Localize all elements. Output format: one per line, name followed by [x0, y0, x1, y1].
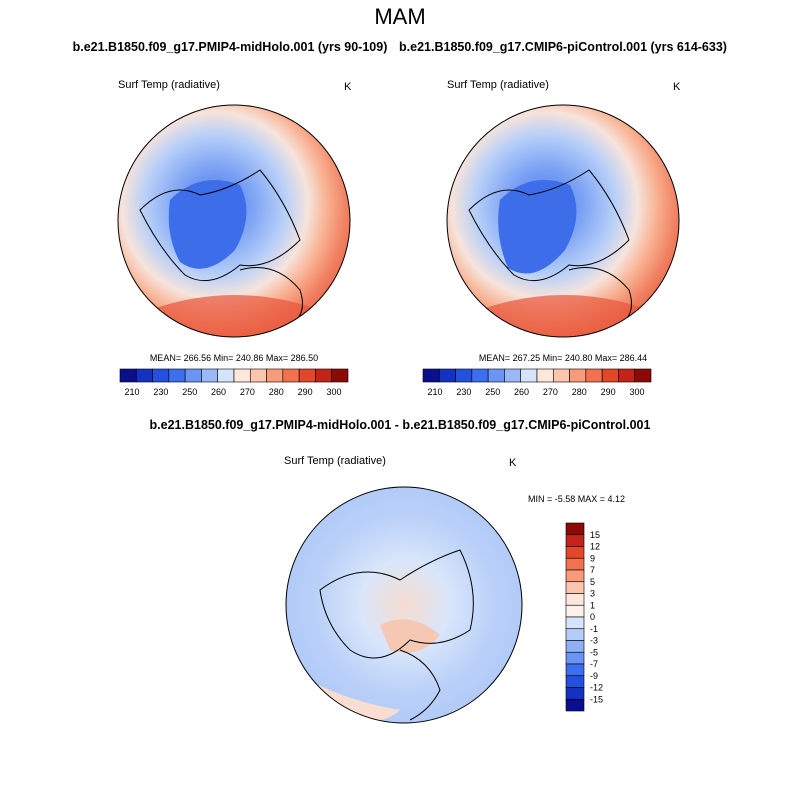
variable-label: Surf Temp (radiative) [284, 455, 386, 467]
colorbar-box [315, 368, 333, 383]
colorbar-label: 270 [240, 387, 255, 397]
units-label: K [673, 81, 681, 93]
colorbar-label: 0 [590, 612, 595, 622]
colorbar-box [217, 368, 235, 383]
variable-label: Surf Temp (radiative) [447, 79, 549, 91]
colorbar-label: 260 [514, 387, 529, 397]
map [447, 105, 679, 337]
panel-title: b.e21.B1850.f09_g17.PMIP4-midHolo.001 - … [150, 418, 651, 432]
colorbar-box [282, 368, 300, 383]
colorbar-box [565, 628, 585, 641]
colorbar-box [422, 368, 440, 383]
units-label: K [344, 81, 352, 93]
colorbar-box [233, 368, 251, 383]
colorbar-label: -12 [590, 683, 603, 693]
colorbar-label: -3 [590, 636, 598, 646]
colorbar-box [565, 687, 585, 700]
colorbar-label: 290 [298, 387, 313, 397]
colorbar-box [601, 368, 619, 383]
colorbar-box [565, 651, 585, 665]
map-border [117, 104, 351, 338]
panel-title: b.e21.B1850.f09_g17.CMIP6-piControl.001 … [399, 40, 727, 54]
colorbar-box [249, 368, 267, 383]
colorbar-box [565, 569, 585, 583]
map-border [285, 486, 523, 724]
colorbar-box [565, 546, 585, 559]
colorbar-label: -15 [590, 694, 603, 704]
colorbar-label: 290 [601, 387, 616, 397]
colorbar-label: -7 [590, 659, 598, 669]
map-border [446, 104, 680, 338]
colorbar-box [565, 675, 585, 688]
map [286, 487, 522, 723]
colorbar-label: 280 [269, 387, 284, 397]
map [118, 105, 350, 337]
colorbar-label: 270 [543, 387, 558, 397]
colorbar-label: 250 [485, 387, 500, 397]
colorbar-label: 9 [590, 553, 595, 563]
colorbar-box [520, 368, 538, 383]
colorbar-box [565, 581, 585, 594]
colorbar-label: 3 [590, 589, 595, 599]
colorbar-box [135, 368, 153, 383]
colorbar-box [565, 604, 585, 618]
colorbar-box [585, 368, 603, 383]
colorbar-box [565, 663, 585, 677]
colorbar-label: 250 [182, 387, 197, 397]
colorbar-label: 1 [590, 600, 595, 610]
colorbar-box [634, 368, 652, 383]
colorbar-label: 210 [427, 387, 442, 397]
colorbar-box [569, 368, 587, 383]
colorbar-box [565, 522, 585, 536]
colorbar-label: 230 [153, 387, 168, 397]
colorbar-box [152, 368, 170, 383]
colorbar-box [565, 557, 585, 571]
colorbar-box [184, 368, 202, 383]
colorbar-box [552, 368, 570, 383]
colorbar-box [565, 616, 585, 630]
colorbar-label: 230 [456, 387, 471, 397]
colorbar-box [487, 368, 505, 383]
colorbar-box [438, 368, 456, 383]
colorbar-box [455, 368, 473, 383]
figure-title: MAM [374, 4, 425, 29]
colorbar-box [565, 534, 585, 547]
colorbar-label: 260 [211, 387, 226, 397]
panel-title: b.e21.B1850.f09_g17.PMIP4-midHolo.001 (y… [73, 40, 388, 54]
colorbar-label: 300 [326, 387, 341, 397]
colorbar-label: 5 [590, 577, 595, 587]
colorbar-box [331, 368, 349, 383]
colorbar-label: -1 [590, 624, 598, 634]
colorbar-label: -5 [590, 647, 598, 657]
colorbar-box [266, 368, 284, 383]
colorbar-label: -9 [590, 671, 598, 681]
colorbar-box [565, 698, 585, 712]
colorbar-label: 210 [124, 387, 139, 397]
variable-label: Surf Temp (radiative) [118, 79, 220, 91]
colorbar-box [471, 368, 489, 383]
colorbar-box [536, 368, 554, 383]
stats-label: MEAN= 266.56 Min= 240.86 Max= 286.50 [150, 353, 318, 363]
colorbar-box [298, 368, 316, 383]
colorbar-box [565, 593, 585, 606]
colorbar-box [565, 640, 585, 653]
colorbar-box [504, 368, 522, 383]
colorbar-box [168, 368, 186, 383]
colorbar-label: 12 [590, 542, 600, 552]
colorbar-label: 280 [572, 387, 587, 397]
stats-label: MIN = -5.58 MAX = 4.12 [528, 494, 625, 504]
colorbar-box [201, 368, 219, 383]
colorbar-box [618, 368, 636, 383]
stats-label: MEAN= 267.25 Min= 240.80 Max= 286.44 [479, 353, 647, 363]
colorbar-box [119, 368, 137, 383]
colorbar-label: 300 [629, 387, 644, 397]
colorbar-label: 15 [590, 530, 600, 540]
colorbar-label: 7 [590, 565, 595, 575]
units-label: K [509, 457, 517, 469]
